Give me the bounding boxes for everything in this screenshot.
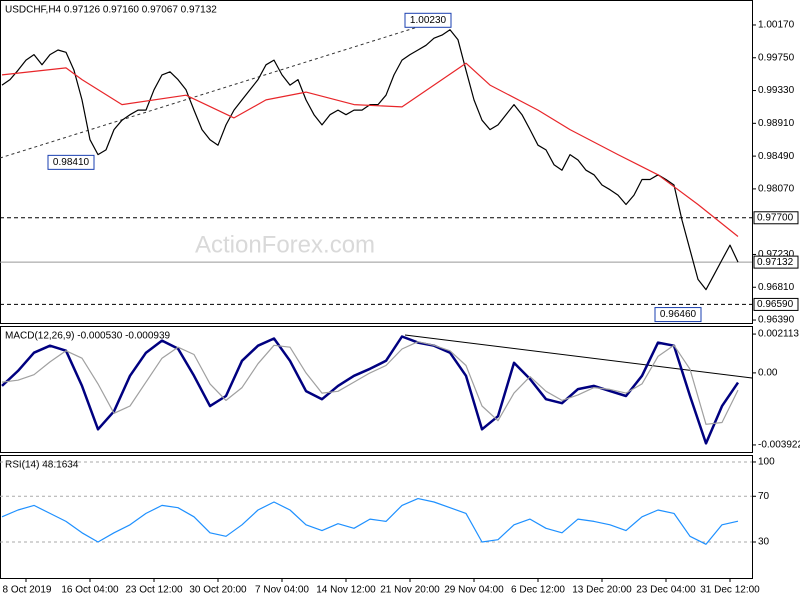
y-tick-label: 0.98490 bbox=[758, 151, 795, 162]
level-label: 0.96590 bbox=[757, 299, 794, 310]
series-line bbox=[1, 341, 739, 425]
annotation-label: 0.98410 bbox=[53, 157, 90, 168]
panel-title: MACD(12,26,9) -0.000530 -0.000939 bbox=[5, 331, 171, 342]
annotation-label: 1.00230 bbox=[410, 15, 447, 26]
level-label: 0.97700 bbox=[757, 212, 794, 223]
y-tick-label: 100 bbox=[758, 457, 775, 468]
x-tick-label: 23 Dec 04:00 bbox=[636, 585, 696, 596]
panel-title: USDCHF,H4 0.97126 0.97160 0.97067 0.9713… bbox=[5, 5, 217, 16]
y-tick-label: 1.00170 bbox=[758, 20, 795, 31]
level-label-box bbox=[753, 211, 799, 225]
annotation-box bbox=[404, 12, 452, 28]
x-tick-label: 21 Nov 20:00 bbox=[380, 585, 440, 596]
series-line bbox=[1, 498, 739, 545]
y-tick-label: 0.98910 bbox=[758, 118, 795, 129]
x-tick-label: 7 Nov 04:00 bbox=[255, 585, 309, 596]
series-line bbox=[1, 335, 740, 445]
x-tick-label: 30 Oct 20:00 bbox=[189, 585, 247, 596]
annotation-box bbox=[47, 154, 95, 170]
y-tick-label: 0.97230 bbox=[758, 249, 795, 260]
series-line bbox=[1, 62, 739, 237]
y-tick-label: 0.98070 bbox=[758, 184, 795, 195]
level-label-box bbox=[753, 255, 799, 269]
watermark: ActionForex.com bbox=[195, 231, 375, 258]
y-tick-label: 0.99330 bbox=[758, 85, 795, 96]
y-tick-label: 0.96810 bbox=[758, 282, 795, 293]
x-tick-label: 6 Dec 12:00 bbox=[511, 585, 565, 596]
x-tick-label: 23 Oct 12:00 bbox=[125, 585, 183, 596]
y-tick-label: 0.002113 bbox=[758, 329, 799, 340]
level-label: 0.97132 bbox=[757, 257, 794, 268]
y-tick-label: 70 bbox=[758, 491, 770, 502]
x-tick-label: 31 Dec 12:00 bbox=[700, 585, 760, 596]
x-tick-label: 29 Nov 04:00 bbox=[444, 585, 504, 596]
trend-line bbox=[0, 19, 441, 159]
y-tick-label: 0.00 bbox=[758, 368, 778, 379]
panel-title: RSI(14) 48.1634 bbox=[5, 460, 79, 471]
x-tick-label: 16 Oct 04:00 bbox=[61, 585, 119, 596]
series-line bbox=[1, 29, 739, 291]
level-label-box bbox=[753, 297, 799, 311]
panel-frame bbox=[0, 0, 753, 324]
annotation-label: 0.96460 bbox=[660, 309, 697, 320]
annotation-box bbox=[654, 307, 702, 323]
panel-frame bbox=[0, 326, 753, 453]
x-tick-label: 14 Nov 12:00 bbox=[316, 585, 376, 596]
trend-line bbox=[404, 334, 753, 379]
panel-frame bbox=[0, 455, 753, 579]
y-tick-label: 0.99750 bbox=[758, 52, 795, 63]
x-tick-label: 8 Oct 2019 bbox=[3, 585, 52, 596]
y-tick-label: 0.96390 bbox=[758, 315, 795, 326]
y-tick-label: -0.003922 bbox=[758, 440, 800, 451]
x-tick-label: 13 Dec 20:00 bbox=[572, 585, 632, 596]
y-tick-label: 30 bbox=[758, 537, 770, 548]
